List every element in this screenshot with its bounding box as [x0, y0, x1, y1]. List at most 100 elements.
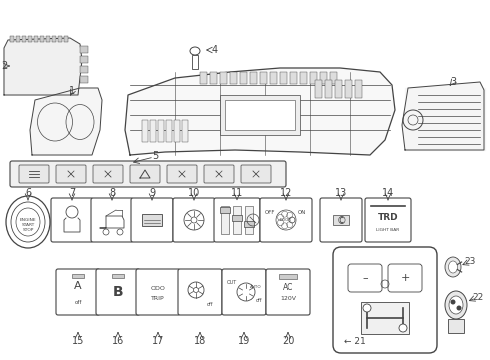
Bar [233, 206, 241, 234]
FancyBboxPatch shape [51, 198, 93, 242]
Text: 10: 10 [188, 188, 200, 198]
FancyBboxPatch shape [93, 165, 123, 183]
Bar [200, 72, 207, 84]
Bar [244, 221, 254, 227]
Bar [232, 215, 242, 221]
Text: OFF: OFF [265, 210, 275, 215]
FancyBboxPatch shape [222, 269, 266, 315]
Text: 9: 9 [149, 188, 155, 198]
Bar [58, 36, 62, 42]
FancyBboxPatch shape [173, 198, 215, 242]
Bar [260, 72, 267, 84]
Bar [280, 72, 287, 84]
Text: 2: 2 [1, 61, 7, 71]
Bar [80, 46, 88, 53]
Bar [22, 36, 26, 42]
Polygon shape [125, 68, 395, 155]
Text: 22: 22 [472, 292, 484, 302]
Text: off: off [74, 300, 82, 305]
Text: ← 21: ← 21 [344, 338, 366, 346]
Bar [240, 72, 247, 84]
Ellipse shape [190, 47, 200, 55]
Text: 3: 3 [450, 77, 456, 87]
Text: 19: 19 [238, 336, 250, 346]
FancyBboxPatch shape [178, 269, 222, 315]
Text: 4: 4 [212, 45, 218, 55]
Polygon shape [402, 82, 484, 150]
FancyBboxPatch shape [365, 198, 411, 242]
Bar [448, 319, 464, 333]
Text: AC: AC [283, 283, 293, 292]
Bar [245, 206, 253, 234]
Bar [220, 95, 300, 135]
Circle shape [399, 324, 407, 332]
Bar [34, 36, 38, 42]
Circle shape [450, 300, 456, 305]
Bar [300, 72, 307, 84]
Bar [142, 120, 148, 142]
Bar [72, 274, 84, 278]
Bar [182, 120, 188, 142]
FancyBboxPatch shape [204, 165, 234, 183]
FancyBboxPatch shape [130, 165, 160, 183]
Bar [46, 36, 50, 42]
Text: 18: 18 [194, 336, 206, 346]
Text: TRIP: TRIP [151, 296, 165, 301]
Text: 6: 6 [25, 188, 31, 198]
Bar [279, 274, 297, 279]
Bar [80, 56, 88, 63]
Bar [330, 72, 337, 84]
Bar [335, 80, 342, 98]
Text: 1: 1 [69, 86, 75, 96]
Text: 20: 20 [282, 336, 294, 346]
Bar [80, 76, 88, 83]
FancyBboxPatch shape [333, 247, 437, 353]
Bar [361, 302, 409, 334]
Text: OUT: OUT [227, 279, 237, 284]
Text: AUTO: AUTO [250, 285, 262, 289]
Text: 23: 23 [465, 257, 476, 266]
Polygon shape [30, 88, 102, 155]
Text: –: – [362, 273, 368, 283]
FancyBboxPatch shape [96, 269, 140, 315]
Text: 16: 16 [112, 336, 124, 346]
FancyBboxPatch shape [320, 198, 362, 242]
Text: 15: 15 [72, 336, 84, 346]
Ellipse shape [445, 291, 467, 319]
Text: 17: 17 [152, 336, 164, 346]
Circle shape [457, 306, 462, 310]
Bar [320, 72, 327, 84]
Text: TRD: TRD [378, 213, 398, 222]
Text: off: off [256, 297, 262, 302]
Bar [250, 72, 257, 84]
Bar [28, 36, 32, 42]
Text: 8: 8 [109, 188, 115, 198]
Text: ENGINE
START
STOP: ENGINE START STOP [20, 219, 36, 231]
Text: LIGHT BAR: LIGHT BAR [376, 228, 400, 232]
FancyBboxPatch shape [10, 161, 286, 187]
Bar [64, 36, 68, 42]
Bar [80, 66, 88, 73]
Text: 13: 13 [335, 188, 347, 198]
Bar [270, 72, 277, 84]
Circle shape [363, 304, 371, 312]
Bar [230, 72, 237, 84]
Bar [325, 80, 332, 98]
FancyBboxPatch shape [167, 165, 197, 183]
Bar [220, 72, 227, 84]
Text: ODO: ODO [150, 285, 166, 291]
Bar [290, 72, 297, 84]
FancyBboxPatch shape [214, 198, 260, 242]
Bar [220, 207, 230, 213]
Bar [40, 36, 44, 42]
FancyBboxPatch shape [131, 198, 173, 242]
FancyBboxPatch shape [348, 264, 382, 292]
Polygon shape [405, 88, 485, 150]
Text: 5: 5 [152, 151, 158, 161]
FancyBboxPatch shape [56, 165, 86, 183]
Bar [174, 120, 180, 142]
Bar [345, 80, 352, 98]
Bar [315, 80, 322, 98]
Text: 12: 12 [280, 188, 292, 198]
Bar [158, 120, 164, 142]
